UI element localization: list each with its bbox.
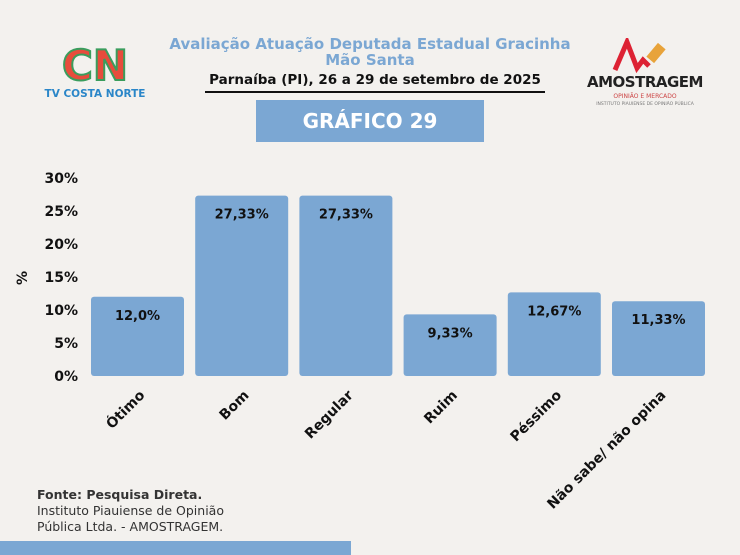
bar: [612, 301, 705, 376]
bar: [195, 195, 289, 376]
amostragem-logo-icon: [585, 35, 715, 110]
chart-title: Avaliação Atuação Deputada Estadual Grac…: [169, 35, 571, 69]
amostragem-name: AMOSTRAGEM: [587, 73, 703, 91]
x-tick-label: Bom: [217, 388, 253, 424]
y-tick-label: 20%: [44, 237, 78, 253]
x-tick-label: Ótimo: [102, 386, 149, 433]
data-label: 11,33%: [631, 313, 685, 328]
y-tick-label: 10%: [44, 303, 78, 319]
tv-costa-norte-logo: CN: [40, 40, 150, 102]
y-tick-label: 5%: [54, 336, 78, 352]
source-line2: Pública Ltda. - AMOSTRAGEM.: [37, 519, 224, 534]
x-tick-label: Péssimo: [508, 387, 566, 445]
footer-bar: [0, 541, 351, 555]
amostragem-sub2: INSTITUTO PIAUIENSE DE OPINIÃO PÚBLICA: [596, 102, 694, 107]
y-axis-label: %: [15, 271, 31, 285]
x-tick-label: Não sabe/ não opina: [544, 388, 669, 513]
chart-subtitle: Parnaíba (PI), 26 a 29 de setembro de 20…: [205, 72, 545, 93]
bar: [403, 314, 497, 376]
source-bold: Fonte: Pesquisa Direta.: [37, 487, 203, 502]
data-label: 27,33%: [319, 208, 373, 223]
x-tick-label: Regular: [302, 387, 357, 442]
data-label: 12,0%: [115, 309, 160, 324]
bar: [299, 195, 393, 376]
tv-costa-norte-text: TV COSTA NORTE: [44, 88, 146, 100]
bar: [91, 296, 184, 376]
data-label: 9,33%: [428, 326, 473, 341]
data-label: 27,33%: [215, 208, 269, 223]
y-tick-label: 30%: [44, 171, 78, 187]
bar-chart: % 0% 5% 10% 15% 20% 25% 30% 12,0% 27,33% 27,33% 9,…: [15, 171, 705, 513]
data-label: 12,67%: [527, 304, 581, 319]
bar: [507, 292, 601, 376]
y-tick-label: 15%: [44, 270, 78, 286]
chart-number-badge: GRÁFICO 29: [256, 100, 484, 142]
source-note: Fonte: Pesquisa Direta. Instituto Piauie…: [37, 487, 224, 535]
amostragem-sub: OPINIÃO E MERCADO: [613, 93, 677, 100]
source-line1: Instituto Piauiense de Opinião: [37, 503, 224, 518]
y-tick-label: 0%: [54, 369, 78, 385]
svg-text:CN: CN: [62, 41, 128, 90]
y-tick-label: 25%: [44, 204, 78, 220]
x-tick-label: Ruim: [421, 388, 461, 428]
